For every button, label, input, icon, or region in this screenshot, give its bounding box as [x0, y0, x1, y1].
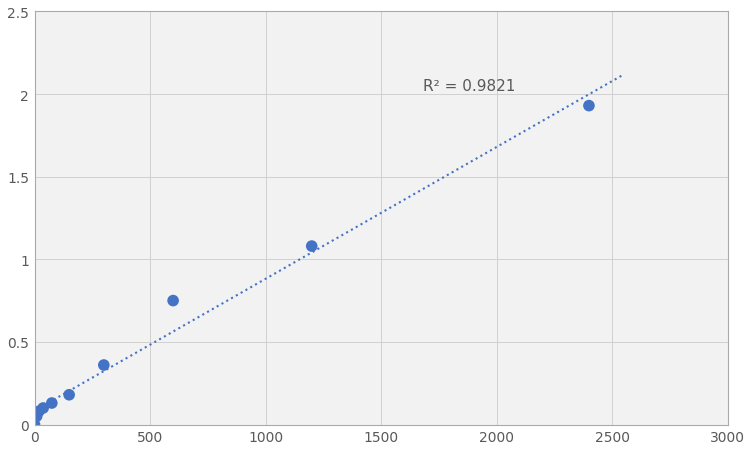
Point: [583, 103, 595, 110]
Point: [46, 400, 58, 407]
Point: [37, 405, 49, 412]
Point: [63, 391, 75, 399]
Text: R² = 0.9821: R² = 0.9821: [423, 79, 515, 94]
Point: [167, 297, 179, 304]
Point: [29, 421, 41, 428]
Point: [33, 408, 45, 415]
Point: [31, 413, 43, 420]
Point: [306, 243, 318, 250]
Point: [98, 362, 110, 369]
